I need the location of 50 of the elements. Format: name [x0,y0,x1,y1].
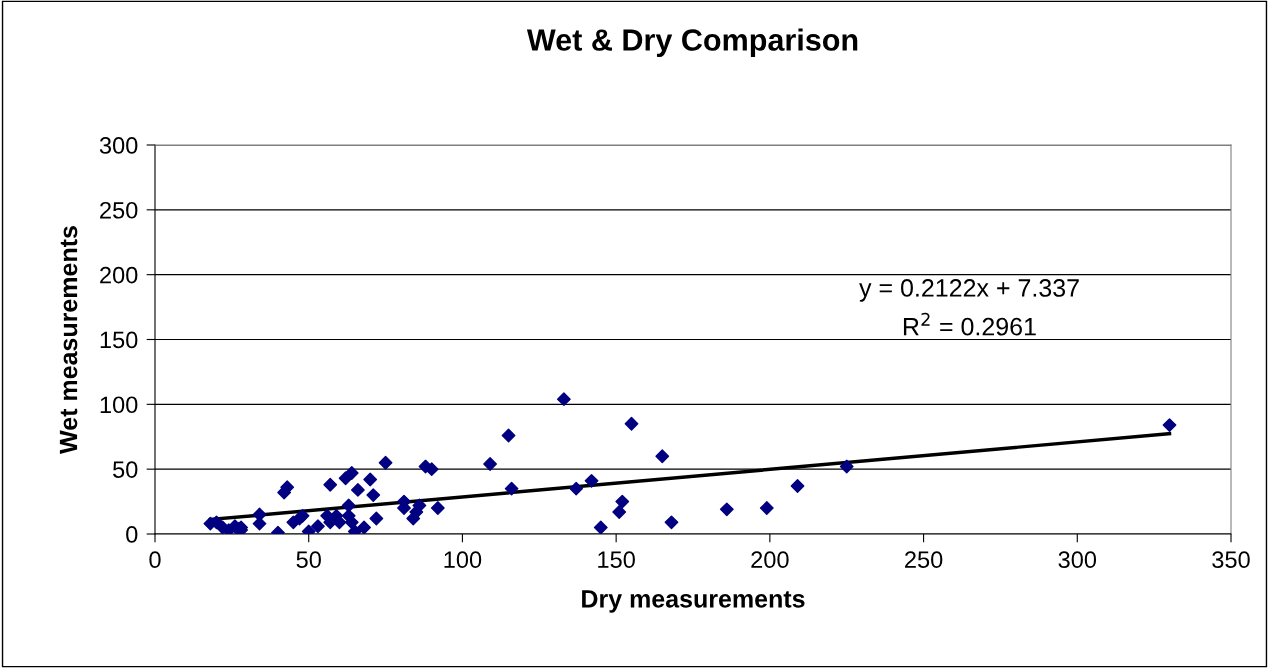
y-tick-label: 250 [100,201,138,219]
point [839,459,854,474]
point [615,494,630,509]
x-tick-label: 200 [751,551,789,569]
point [483,457,498,471]
point [344,515,359,530]
point [664,515,679,530]
point [430,501,445,515]
annotation: y = 0.2122x + 7.337 [859,279,1079,302]
point [569,481,584,496]
point [412,498,427,513]
point [357,520,371,534]
x-tick-label: 300 [1058,551,1097,569]
x-tick-label: 250 [905,551,943,569]
point [790,479,805,493]
point [323,477,338,492]
y-tick-label: 200 [100,266,138,284]
annotation: R$^{2}$ = 0.2961 [903,312,1036,336]
y-tick-label: 0 [126,526,138,543]
x-tick-label: 100 [444,551,482,569]
y-axis-title: Wet measurements [59,226,78,454]
point [369,511,384,526]
point [719,502,734,517]
x-tick-label: 0 [149,551,161,569]
point [378,455,393,470]
point [1162,418,1177,432]
point [504,481,519,496]
chart-title: Wet & Dry Comparison [526,28,858,57]
y-tick-label: 100 [100,396,138,414]
point [311,519,325,534]
point [584,473,599,488]
point [501,428,516,443]
x-tick-label: 350 [1212,551,1250,569]
y-tick-label: 150 [100,331,138,349]
x-tick-label: 50 [296,551,321,569]
point [350,483,365,497]
x-tick-label: 150 [598,551,635,569]
point [341,498,356,513]
point [624,416,639,431]
y-tick-label: 50 [113,461,138,478]
point [344,466,359,480]
point [366,488,381,503]
point [759,501,774,515]
point [612,505,627,519]
point [593,520,608,534]
point [556,392,571,407]
x-axis-title: Dry measurements [582,590,805,613]
y-tick-label: 300 [99,137,138,154]
point [655,449,670,464]
point [363,472,378,487]
